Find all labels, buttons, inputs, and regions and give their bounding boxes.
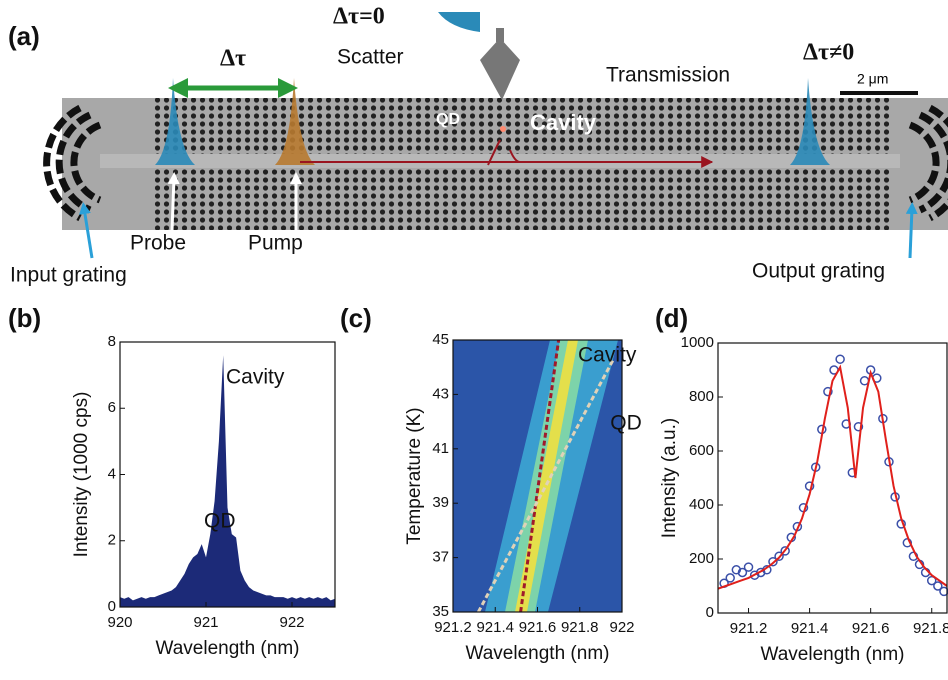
trend-line: [519, 339, 561, 613]
y-tick-label: 35: [432, 603, 449, 620]
heatmap: [453, 340, 622, 612]
data-point: [737, 567, 748, 578]
qd-label: QD: [436, 111, 460, 128]
y-tick-label: 1000: [681, 334, 714, 351]
y-tick-label: 37: [432, 549, 449, 566]
panel-label: (a): [8, 21, 40, 51]
data-point: [853, 421, 864, 432]
delay-label: Δτ: [220, 46, 246, 72]
y-axis-label: Intensity (1000 cps): [71, 392, 92, 558]
x-tick-label: 921.8: [913, 620, 948, 637]
legend-label: QD: [610, 412, 642, 435]
y-axis-label: Temperature (K): [404, 407, 425, 544]
scale-bar-label: 2 μm: [857, 71, 888, 87]
input-grating-label: Input grating: [10, 264, 127, 287]
zero-delay-label: Δτ=0: [333, 4, 385, 30]
pump-label: Pump: [248, 232, 303, 255]
y-tick-label: 4: [108, 465, 116, 482]
data-point: [902, 538, 913, 548]
data-point: [780, 546, 790, 556]
data-point: [926, 575, 937, 586]
y-tick-label: 600: [689, 442, 714, 459]
x-tick-label: 920: [107, 614, 132, 631]
annotation: Cavity: [226, 366, 285, 389]
y-tick-label: 45: [432, 331, 449, 348]
y-tick-label: 2: [108, 532, 116, 549]
y-tick-label: 400: [689, 496, 714, 513]
data-point: [768, 556, 778, 567]
annotation: QD: [204, 510, 236, 533]
x-axis-label: Wavelength (nm): [466, 643, 610, 664]
panel-label: (d): [655, 303, 688, 333]
data-point: [749, 570, 760, 580]
y-tick-label: 0: [108, 598, 116, 615]
data-point: [835, 354, 845, 364]
x-tick-label: 922: [279, 614, 304, 631]
nonzero-delay-label: Δτ≠0: [803, 40, 854, 66]
y-tick-label: 43: [432, 385, 449, 402]
x-tick-label: 921.8: [561, 619, 599, 636]
output-grating-label: Output grating: [752, 260, 885, 283]
data-point: [731, 565, 742, 575]
probe-label: Probe: [130, 232, 186, 255]
x-tick-label: 921.2: [434, 619, 472, 636]
fit-line: [717, 364, 948, 590]
y-tick-label: 200: [689, 550, 714, 567]
panel-label: (c): [340, 303, 372, 333]
x-tick-label: 921.4: [476, 619, 514, 636]
panel-label: (b): [8, 303, 41, 333]
x-axis-label: Wavelength (nm): [156, 638, 300, 659]
y-tick-label: 6: [108, 399, 116, 416]
cavity-label: Cavity: [530, 110, 597, 135]
spectrum-area: [120, 355, 335, 607]
x-tick-label: 922: [609, 619, 634, 636]
data-point: [725, 573, 735, 583]
x-tick-label: 921.6: [519, 619, 557, 636]
transmission-label: Transmission: [606, 64, 730, 87]
x-tick-label: 921.4: [791, 620, 829, 637]
y-tick-label: 0: [706, 604, 714, 621]
y-axis-label: Intensity (a.u.): [659, 418, 680, 538]
x-tick-label: 921.2: [730, 620, 768, 637]
y-tick-label: 800: [689, 388, 714, 405]
scatter-label: Scatter: [337, 46, 404, 69]
x-axis-label: Wavelength (nm): [761, 644, 905, 665]
x-tick-label: 921.6: [852, 620, 890, 637]
y-tick-label: 39: [432, 494, 449, 511]
data-point: [933, 581, 943, 591]
device-image: [43, 12, 948, 259]
y-tick-label: 8: [108, 333, 116, 350]
data-point: [774, 551, 784, 562]
x-tick-label: 921: [193, 614, 218, 631]
data-point: [743, 562, 754, 572]
legend-label: Cavity: [578, 344, 637, 367]
y-tick-label: 41: [432, 440, 449, 457]
axes-frame: [717, 342, 948, 614]
data-point: [823, 386, 833, 397]
